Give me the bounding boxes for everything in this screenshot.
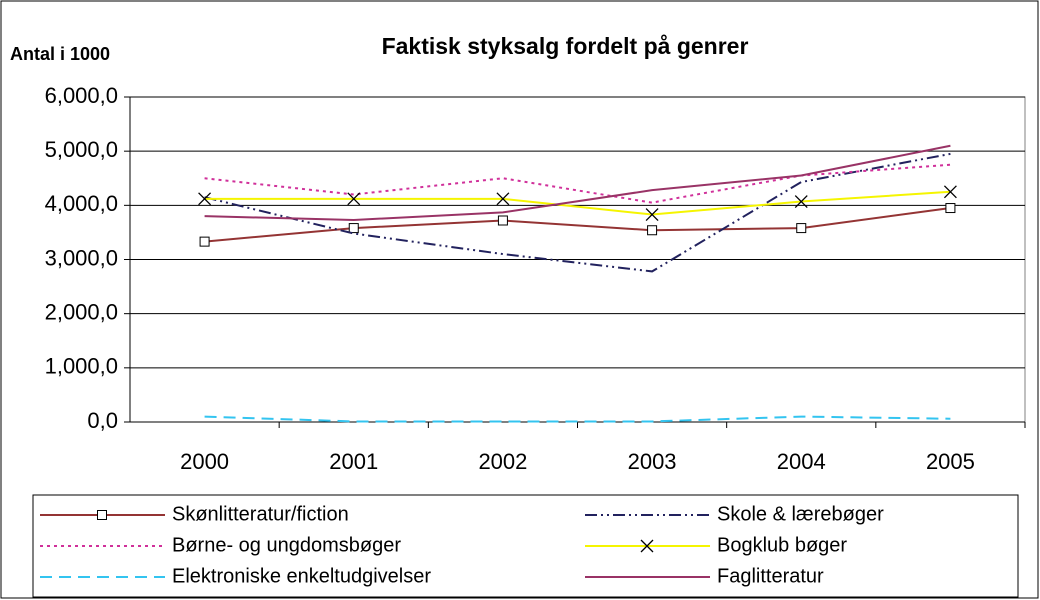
- y-axis-label: Antal i 1000: [10, 44, 110, 64]
- x-tick-label: 2005: [926, 449, 975, 474]
- line: [204, 152, 951, 273]
- marker: [945, 203, 956, 214]
- y-tick-label: 1,000,0: [45, 354, 118, 379]
- legend-marker: [97, 510, 107, 520]
- legend-label: Faglitteratur: [717, 565, 824, 587]
- legend: [32, 494, 1019, 598]
- marker: [794, 195, 808, 209]
- y-tick-label: 0,0: [87, 408, 118, 433]
- marker: [647, 225, 658, 236]
- y-tick-label: 3,000,0: [45, 245, 118, 270]
- x-tick-label: 2004: [777, 449, 826, 474]
- line: [204, 207, 951, 243]
- marker: [199, 236, 210, 247]
- x-tick-label: 2000: [180, 449, 229, 474]
- legend-label: Bogklub bøger: [717, 534, 847, 556]
- legend-label: Skole & lærebøger: [717, 503, 884, 525]
- marker: [348, 223, 359, 234]
- marker: [796, 223, 807, 234]
- x-tick-label: 2002: [478, 449, 527, 474]
- y-tick-label: 4,000,0: [45, 191, 118, 216]
- marker: [645, 208, 659, 222]
- line: [204, 144, 951, 221]
- y-tick-label: 2,000,0: [45, 299, 118, 324]
- y-tick-label: 6,000,0: [45, 83, 118, 108]
- marker: [198, 192, 212, 206]
- marker: [943, 185, 957, 199]
- chart-title: Faktisk styksalg fordelt på genrer: [382, 33, 749, 59]
- marker: [347, 192, 361, 206]
- legend-label: Børne- og ungdomsbøger: [172, 534, 401, 556]
- legend-label: Elektroniske enkeltudgivelser: [172, 565, 431, 587]
- legend-label: Skønlitteratur/fiction: [172, 503, 349, 525]
- y-tick-label: 5,000,0: [45, 137, 118, 162]
- legend-marker: [640, 539, 654, 553]
- marker: [496, 192, 510, 206]
- marker: [497, 215, 508, 226]
- line: [204, 415, 951, 423]
- x-tick-label: 2003: [628, 449, 677, 474]
- line: [204, 190, 951, 216]
- x-tick-label: 2001: [329, 449, 378, 474]
